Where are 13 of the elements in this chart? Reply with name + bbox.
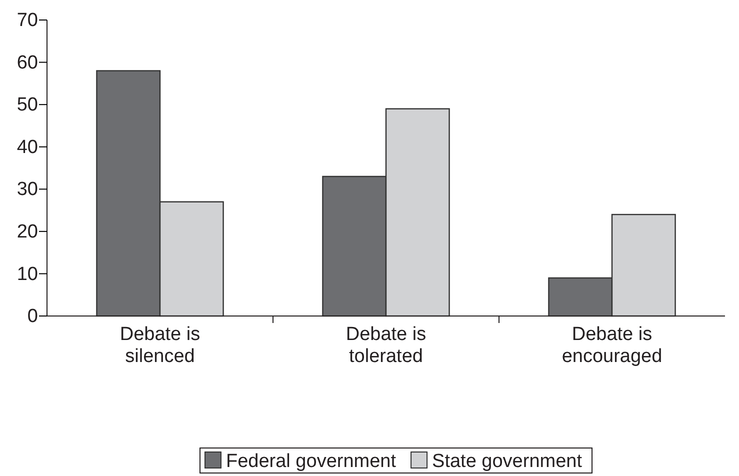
y-tick-label: 0 <box>27 306 38 328</box>
y-tick-label: 40 <box>16 136 38 158</box>
legend-label: State government <box>432 451 583 472</box>
y-tick-label: 60 <box>16 52 38 74</box>
x-tick-label: Debate is silenced <box>120 324 200 367</box>
x-tick-label: Debate is encouraged <box>562 324 662 367</box>
y-tick-label: 10 <box>16 264 38 285</box>
y-tick-label: 20 <box>16 222 38 243</box>
y-tick-label: 50 <box>16 94 38 116</box>
y-tick-label: 70 <box>16 10 38 32</box>
x-tick-label: Debate is tolerated <box>346 324 426 367</box>
legend-label: Federal government <box>226 451 397 472</box>
y-tick-label: 30 <box>16 179 38 200</box>
